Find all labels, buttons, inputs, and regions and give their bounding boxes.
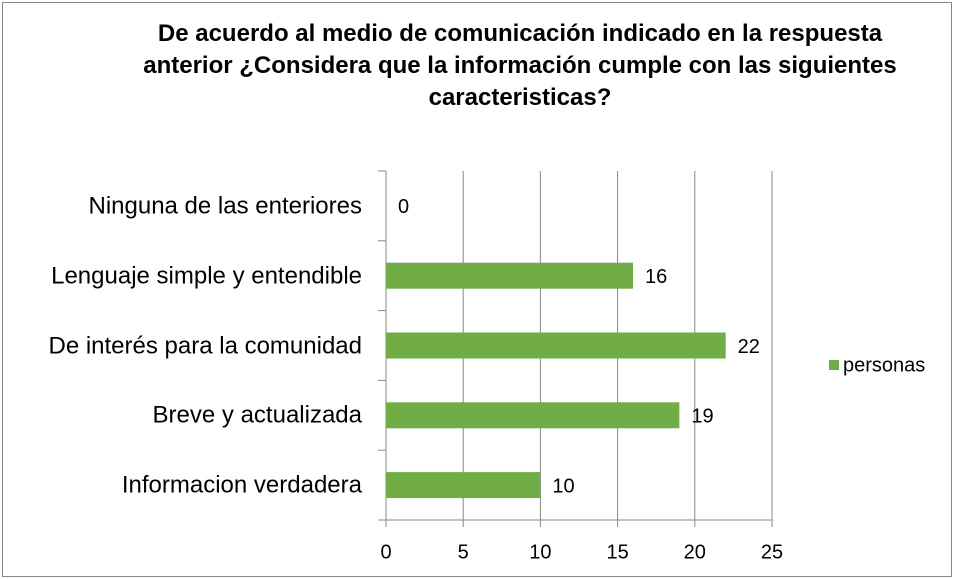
bar — [386, 402, 680, 429]
x-tick-label: 10 — [529, 541, 551, 563]
y-tick-label: Lenguaje simple y entendible — [51, 262, 362, 290]
data-label: 10 — [552, 475, 574, 497]
x-tick-label: 20 — [684, 541, 706, 563]
y-tick-label: De interés para la comunidad — [48, 332, 362, 359]
chart-title: De acuerdo al medio de comunicación indi… — [143, 20, 897, 111]
data-label: 22 — [738, 336, 760, 358]
legend-swatch — [829, 360, 839, 370]
bar — [386, 472, 541, 499]
legend-label: personas — [843, 354, 925, 376]
bar — [386, 332, 726, 359]
y-tick-label: Ninguna de las enteriores — [88, 192, 362, 220]
y-tick-label: Breve y actualizada — [152, 401, 362, 429]
data-label: 16 — [645, 266, 667, 288]
x-tick-label: 25 — [761, 541, 783, 563]
x-tick-label: 5 — [458, 541, 469, 563]
data-label: 0 — [398, 196, 409, 218]
x-tick-label: 15 — [606, 541, 628, 563]
bar — [386, 262, 634, 289]
y-tick-label: Informacion verdadera — [121, 471, 362, 499]
x-tick-label: 0 — [380, 541, 391, 563]
data-label: 19 — [691, 406, 713, 428]
